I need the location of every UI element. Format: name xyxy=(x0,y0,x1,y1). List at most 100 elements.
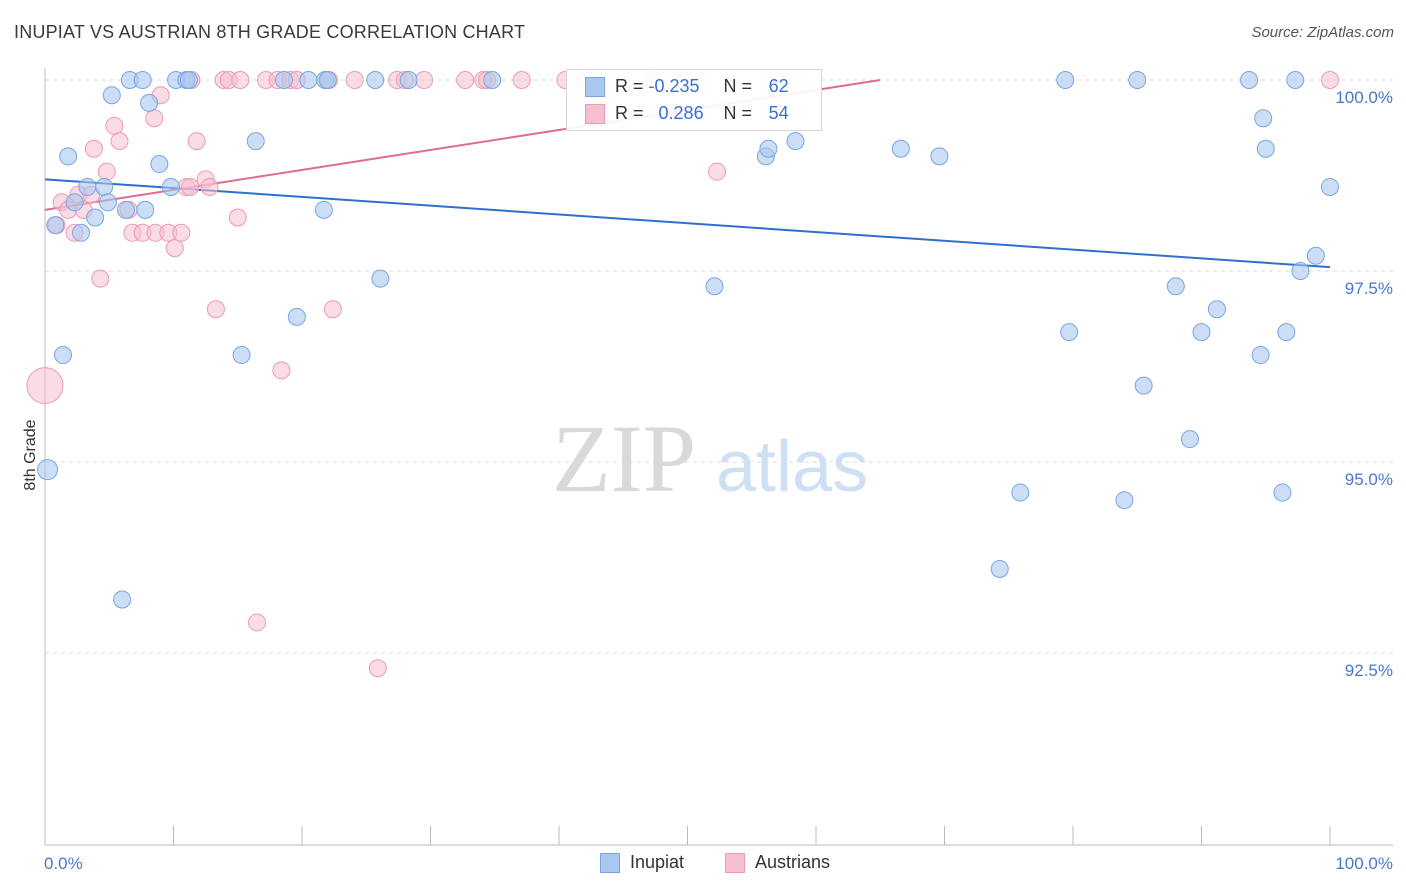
data-point-austrians xyxy=(1321,71,1339,89)
data-point-inupiat xyxy=(1286,71,1305,89)
data-point-inupiat xyxy=(53,346,72,365)
data-point-inupiat xyxy=(71,223,90,242)
data-point-inupiat xyxy=(399,71,418,89)
data-point-austrians xyxy=(415,71,434,89)
data-point-inupiat xyxy=(150,155,169,174)
data-point-austrians xyxy=(26,367,64,405)
data-point-austrians xyxy=(323,300,342,319)
x-tick-label-max: 100.0% xyxy=(1335,854,1393,873)
data-point-inupiat xyxy=(483,71,502,89)
data-point-inupiat xyxy=(102,86,121,105)
legend-item-austrians[interactable]: Austrians xyxy=(725,852,831,874)
y-tick-label: 97.5% xyxy=(1345,279,1393,298)
data-point-austrians xyxy=(91,269,110,288)
data-point-austrians xyxy=(145,109,164,128)
data-point-inupiat xyxy=(1240,71,1259,89)
n-value-inupiat: 62 xyxy=(768,76,789,96)
data-point-austrians xyxy=(248,613,267,632)
data-point-inupiat xyxy=(1192,323,1211,342)
data-point-austrians xyxy=(368,659,387,678)
data-point-austrians xyxy=(165,239,184,258)
r-label: R = xyxy=(615,76,644,96)
data-point-inupiat xyxy=(1115,491,1134,510)
data-point-austrians xyxy=(272,361,291,380)
data-point-inupiat xyxy=(1306,246,1325,265)
n-label: N = xyxy=(723,76,753,96)
stats-row-inupiat: R = -0.235 N = 62 xyxy=(585,76,789,98)
y-tick-label: 95.0% xyxy=(1345,470,1393,489)
data-point-inupiat xyxy=(46,216,65,235)
data-point-inupiat xyxy=(1251,346,1270,365)
stats-legend: R = -0.235 N = 62 R = 0.286 N = 54 xyxy=(566,69,822,131)
data-point-austrians xyxy=(200,177,219,196)
data-point-austrians xyxy=(181,177,200,196)
data-point-inupiat xyxy=(1011,483,1030,502)
data-point-inupiat xyxy=(275,71,294,89)
data-point-inupiat xyxy=(1256,139,1275,158)
chart-title: INUPIAT VS AUSTRIAN 8TH GRADE CORRELATIO… xyxy=(14,22,526,42)
data-point-inupiat xyxy=(990,559,1009,578)
data-point-inupiat xyxy=(366,71,385,89)
watermark-zip: ZIP xyxy=(552,405,696,512)
data-point-austrians xyxy=(231,71,250,89)
data-point-inupiat xyxy=(113,590,132,609)
data-point-austrians xyxy=(345,71,364,89)
data-point-inupiat xyxy=(140,93,159,112)
data-point-austrians xyxy=(206,300,225,319)
axes: 92.5% 95.0% 97.5% 100.0% xyxy=(44,68,1393,846)
series-austrians xyxy=(26,71,1339,678)
data-point-inupiat xyxy=(1291,262,1310,280)
data-point-austrians xyxy=(512,71,531,89)
data-point-inupiat xyxy=(786,132,805,151)
data-point-inupiat xyxy=(98,193,117,212)
data-point-inupiat xyxy=(1134,376,1153,395)
data-point-inupiat xyxy=(299,71,318,89)
legend-label-austrians: Austrians xyxy=(755,852,831,872)
y-tick-label: 92.5% xyxy=(1345,661,1393,680)
data-point-inupiat xyxy=(705,277,724,296)
legend-label-inupiat: Inupiat xyxy=(630,852,685,872)
data-point-austrians xyxy=(105,116,124,135)
data-point-inupiat xyxy=(179,71,198,89)
austrians-swatch xyxy=(585,104,605,125)
data-point-austrians xyxy=(110,132,129,151)
data-point-austrians xyxy=(187,132,206,151)
data-point-inupiat xyxy=(136,200,155,219)
inupiat-swatch xyxy=(600,853,620,874)
data-point-austrians xyxy=(228,208,247,227)
series-legend: Inupiat Austrians xyxy=(0,852,1406,878)
watermark-atlas: atlas xyxy=(716,427,868,507)
watermark: ZIP atlas xyxy=(552,405,868,512)
n-value-austrians: 54 xyxy=(768,103,789,123)
series-inupiat xyxy=(37,71,1339,609)
data-point-inupiat xyxy=(930,147,949,166)
data-point-inupiat xyxy=(86,208,105,227)
inupiat-swatch xyxy=(585,77,605,98)
stats-row-austrians: R = 0.286 N = 54 xyxy=(585,103,789,125)
data-point-inupiat xyxy=(891,139,910,158)
data-point-austrians xyxy=(172,223,191,242)
data-point-austrians xyxy=(456,71,475,89)
legend-item-inupiat[interactable]: Inupiat xyxy=(600,852,685,874)
data-point-austrians xyxy=(708,162,727,181)
data-point-inupiat xyxy=(232,346,251,365)
data-point-inupiat xyxy=(1166,277,1185,296)
n-label: N = xyxy=(723,103,753,123)
data-point-inupiat xyxy=(1277,323,1296,342)
data-point-inupiat xyxy=(116,200,135,219)
data-point-inupiat xyxy=(1273,483,1292,502)
y-tick-label: 100.0% xyxy=(1335,88,1393,107)
y-axis-title: 8th Grade xyxy=(22,419,39,490)
x-tick-label-min: 0.0% xyxy=(44,854,83,873)
data-point-inupiat xyxy=(1207,300,1226,319)
data-point-inupiat xyxy=(759,139,778,158)
data-point-inupiat xyxy=(287,307,306,326)
data-point-inupiat xyxy=(318,71,337,89)
r-label: R = xyxy=(615,103,644,123)
data-point-inupiat xyxy=(1254,109,1273,128)
data-point-inupiat xyxy=(133,71,152,89)
trend-line-inupiat xyxy=(44,178,1331,269)
data-point-inupiat xyxy=(95,177,114,196)
data-point-inupiat xyxy=(246,132,265,151)
